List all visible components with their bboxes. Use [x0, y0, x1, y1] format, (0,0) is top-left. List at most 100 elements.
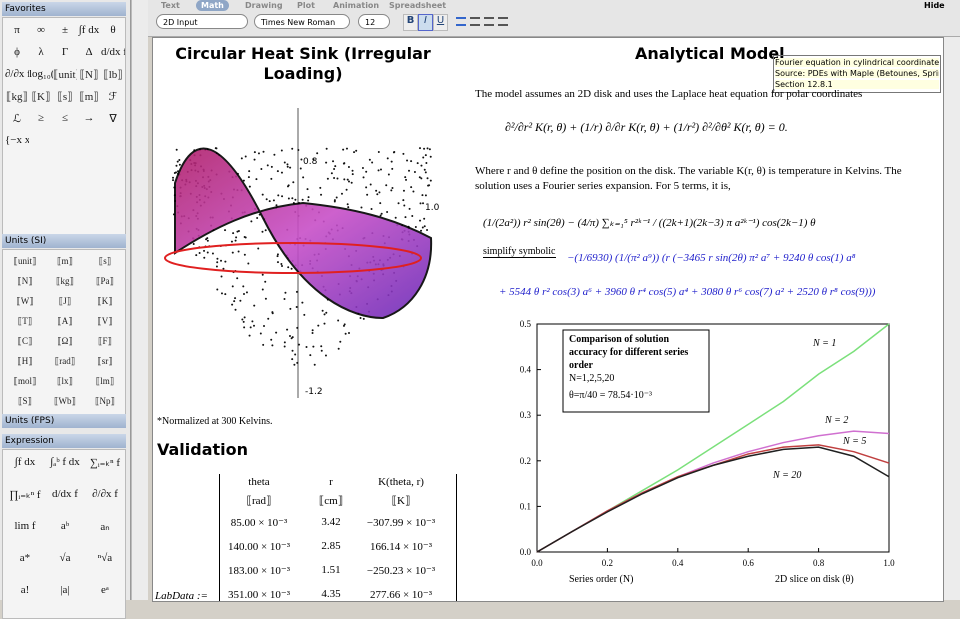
palette-header[interactable]: Favorites [2, 2, 126, 16]
palette-item[interactable]: lim f [14, 520, 36, 532]
palette-item[interactable]: ⟦Np⟧ [95, 396, 115, 406]
palette-item[interactable]: ⟦lx⟧ [57, 376, 73, 386]
align-icon[interactable] [456, 17, 466, 26]
palette-item[interactable]: ⟦s⟧ [98, 256, 112, 266]
palette-item[interactable]: ⟦unit⟧ [13, 256, 37, 266]
palette-item[interactable]: ⟦m⟧ [79, 91, 99, 103]
palette-item[interactable]: λ [38, 46, 44, 58]
tab[interactable]: Animation [333, 1, 380, 10]
palette-item[interactable]: a! [20, 584, 30, 596]
style-button[interactable]: I [418, 14, 433, 31]
palette-item[interactable]: ∞ [37, 24, 45, 36]
style-button[interactable]: B [403, 14, 418, 31]
palette-item[interactable]: ⟦W⟧ [16, 296, 34, 306]
scatter-dot [220, 292, 223, 295]
palette-item[interactable]: ∂/∂x f [5, 68, 29, 80]
scatter-dot [291, 358, 294, 361]
palette-item[interactable]: a* [19, 552, 31, 564]
palette-item[interactable]: ⟦sr⟧ [97, 356, 113, 366]
palette-item[interactable]: Γ [61, 46, 69, 58]
palette-item[interactable]: ϕ [14, 46, 20, 58]
scatter-dot [347, 332, 350, 335]
palette-item[interactable]: ⟦m⟧ [57, 256, 73, 266]
palette-item[interactable]: → [83, 112, 95, 124]
palette-item[interactable]: π [14, 24, 20, 36]
palette-header[interactable]: Units (SI) [2, 234, 126, 248]
align-icon[interactable] [498, 17, 508, 26]
scatter-dot [261, 273, 264, 276]
tab[interactable]: Spreadsheet [389, 1, 447, 10]
palette-item[interactable]: Δ [85, 46, 93, 58]
scatter-dot [379, 202, 382, 205]
align-icon[interactable] [470, 17, 480, 26]
palette-item[interactable]: ∑ᵢ₌ₖⁿ f [89, 457, 120, 469]
palette-item[interactable]: ⟦N⟧ [79, 69, 99, 81]
context-label: simplify symbolic [483, 246, 556, 258]
palette-item[interactable]: ⟦C⟧ [17, 336, 33, 346]
palette-item[interactable]: ⟦K⟧ [31, 91, 51, 103]
palette-item[interactable]: ∫f dx [14, 456, 36, 468]
style-button[interactable]: U [433, 14, 448, 31]
palette-item[interactable]: ⟦Pa⟧ [96, 276, 114, 286]
palette-item[interactable]: |a| [60, 584, 70, 596]
palette-item[interactable]: ± [61, 24, 69, 36]
palette-item[interactable]: ⟦mol⟧ [13, 376, 37, 386]
tab[interactable]: Drawing [245, 1, 283, 10]
palette-item[interactable]: ⟦Wb⟧ [54, 396, 76, 406]
palette-item[interactable]: aₙ [100, 521, 110, 533]
palette-item[interactable]: ℒ [13, 113, 21, 125]
palette-item[interactable]: √a [59, 552, 71, 564]
scatter-dot [276, 170, 279, 173]
palette-item[interactable]: θ [110, 24, 116, 36]
align-icon[interactable] [484, 17, 494, 26]
palette-item[interactable]: d/dx f [101, 46, 125, 58]
palette-item[interactable]: ∏ᵢ₌ₖⁿ f [9, 489, 41, 501]
palette-header[interactable]: Expression [2, 434, 126, 448]
palette-header[interactable]: Units (FPS) [2, 414, 126, 428]
palette-item[interactable]: ⟦F⟧ [98, 336, 112, 346]
scatter-dot [325, 311, 328, 314]
palette-item[interactable]: ⟦J⟧ [58, 296, 72, 306]
palette-item[interactable]: ∫f dx [78, 24, 100, 36]
dropdown[interactable]: 12 [358, 14, 390, 29]
scatter-dot [257, 247, 260, 250]
palette-item[interactable]: ⟦Ω⟧ [57, 336, 73, 346]
palette-item[interactable]: ⟦T⟧ [17, 316, 33, 326]
palette-item[interactable]: ⁿ√a [97, 552, 113, 564]
palette-item[interactable]: ⟦N⟧ [17, 276, 33, 286]
palette-item[interactable]: ⟦A⟧ [57, 316, 73, 326]
palette-item[interactable]: log₁₀(a) [29, 68, 53, 80]
palette-item[interactable]: ℱ [108, 91, 118, 103]
palette-item[interactable]: ⟦kg⟧ [56, 276, 74, 286]
scatter-dot [424, 154, 427, 157]
scatter-dot [307, 196, 310, 199]
scatter-dot [250, 220, 253, 223]
hide-button[interactable]: Hide [924, 1, 945, 10]
palette-item[interactable]: d/dx f [52, 488, 78, 500]
palette-item[interactable]: ≥ [37, 112, 45, 124]
tab[interactable]: Math [196, 0, 229, 11]
palette-item[interactable]: {−x x<a; x x≥a} [5, 134, 29, 146]
palette-item[interactable]: ⟦S⟧ [18, 396, 32, 406]
palette-item[interactable]: ∇ [109, 113, 117, 125]
palette-item[interactable]: ∂/∂x f [92, 488, 118, 500]
palette-item[interactable]: ⟦H⟧ [17, 356, 33, 366]
palette-item[interactable]: ⟦rad⟧ [54, 356, 76, 366]
palette-item[interactable]: eᵃ [101, 584, 109, 596]
tab[interactable]: Text [161, 1, 180, 10]
palette-item[interactable]: aᵇ [60, 520, 70, 532]
palette-item[interactable]: ⟦s⟧ [57, 91, 73, 103]
scatter-dot [385, 184, 388, 187]
dropdown[interactable]: 2D Input [156, 14, 248, 29]
palette-item[interactable]: ⟦K⟧ [97, 296, 113, 306]
palette-item[interactable]: ∫ₐᵇ f dx [50, 456, 80, 468]
palette-item[interactable]: ⟦lb⟧ [103, 69, 123, 81]
palette-item[interactable]: ⟦kg⟧ [6, 91, 28, 103]
scatter-dot [380, 212, 383, 215]
tab[interactable]: Plot [297, 1, 315, 10]
palette-item[interactable]: ≤ [61, 112, 69, 124]
palette-item[interactable]: ⟦V⟧ [97, 316, 113, 326]
dropdown[interactable]: Times New Roman [254, 14, 350, 29]
palette-item[interactable]: ⟦unit⟧ [53, 69, 77, 81]
palette-item[interactable]: ⟦lm⟧ [95, 376, 115, 386]
